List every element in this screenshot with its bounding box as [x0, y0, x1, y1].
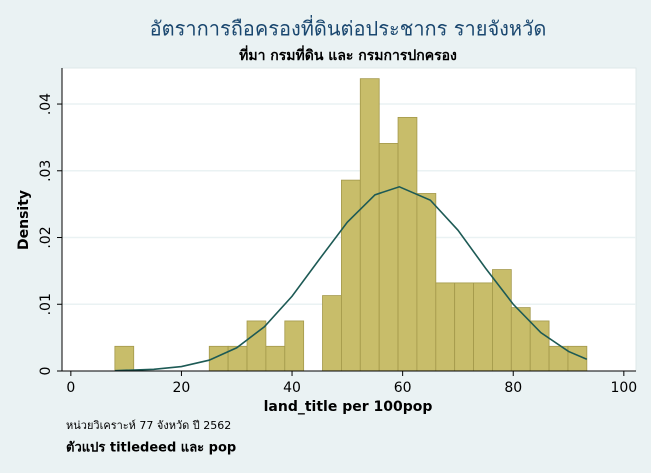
- bar: [322, 295, 342, 372]
- bar: [473, 282, 493, 372]
- bar: [510, 307, 531, 372]
- bar: [378, 143, 399, 372]
- y-tick-label: .01: [38, 293, 54, 315]
- x-tick-label: 0: [66, 380, 75, 396]
- x-tick-label: 40: [283, 380, 301, 396]
- bar: [492, 269, 512, 372]
- note: หน่วยวิเคราะห์ 77 จังหวัด ปี 2562: [66, 419, 231, 432]
- bar: [529, 320, 550, 372]
- bar: [265, 345, 286, 372]
- bar: [284, 320, 305, 372]
- bar: [397, 116, 418, 372]
- chart-title: อัตราการถือครองที่ดินต่อประชากร รายจังหว…: [150, 15, 547, 41]
- y-axis-label: Density: [16, 190, 32, 250]
- bar: [454, 282, 474, 372]
- y-tick-label: 0: [38, 367, 54, 376]
- x-axis-label: land_title per 100pop: [264, 399, 433, 415]
- y-tick-label: .02: [38, 226, 54, 248]
- density-curve: [115, 185, 588, 372]
- bar: [341, 179, 361, 372]
- x-tick-label: 100: [610, 380, 637, 396]
- y-tick-label: .03: [38, 160, 54, 182]
- bar: [114, 345, 135, 372]
- bar: [416, 193, 437, 372]
- bar: [435, 282, 456, 372]
- x-tick-label: 80: [504, 380, 522, 396]
- chart-subtitle: ที่มา กรมที่ดิน และ กรมการปกครอง: [239, 45, 457, 64]
- x-tick-label: 60: [394, 380, 412, 396]
- bar: [359, 78, 380, 372]
- note: ตัวแปร titledeed และ pop: [66, 441, 236, 456]
- x-tick-label: 20: [173, 380, 191, 396]
- y-tick-label: .04: [38, 93, 54, 115]
